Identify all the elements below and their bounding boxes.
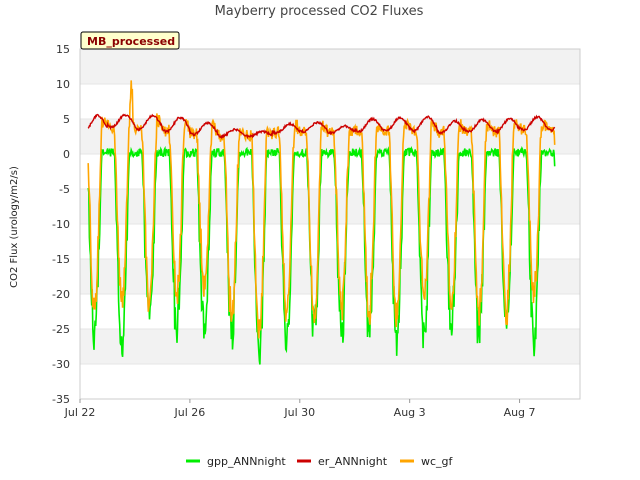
x-tick-label: Aug 7 [504,406,536,419]
y-tick-label: 10 [56,78,70,91]
grid-band [80,119,580,154]
y-axis-ticks: 15 10 5 0 -5 -10 -15 -20 -25 -30 -35 [52,43,70,406]
dataset-badge: MB_processed [80,31,180,50]
y-tick-label: -10 [52,218,70,231]
legend-label: er_ANNnight [318,455,388,468]
x-tick-label: Aug 3 [394,406,426,419]
y-tick-label: -30 [52,358,70,371]
y-tick-label: -35 [52,393,70,406]
legend: gpp_ANNnight er_ANNnight wc_gf [186,455,454,468]
y-tick-label: -20 [52,288,70,301]
x-axis-ticks: Jul 22 Jul 26 Jul 30 Aug 3 Aug 7 [64,399,536,419]
y-tick-label: -15 [52,253,70,266]
plot-frame [79,48,581,400]
grid-band [80,259,580,294]
series-line-wc-gf [87,80,556,339]
badge-label: MB_processed [87,35,175,48]
grid-band [80,329,580,364]
x-tick-label: Jul 30 [283,406,315,419]
legend-label: wc_gf [421,455,454,468]
chart-title: Mayberry processed CO2 Fluxes [215,4,424,19]
x-tick-label: Jul 22 [64,406,96,419]
y-tick-label: -25 [52,323,70,336]
series-lines [87,80,556,365]
series-line-gpp-annnight [87,145,556,365]
y-tick-label: -5 [59,183,70,196]
y-axis-label: CO2 Flux (urology/m2/s) [9,166,20,288]
y-tick-label: 0 [63,148,70,161]
plot-border [79,48,581,400]
grid-band [80,49,580,84]
grid-band [80,189,580,224]
y-tick-label: 5 [63,113,70,126]
y-tick-label: 15 [56,43,70,56]
series-line-er-annnight [87,113,556,140]
x-tick-label: Jul 26 [174,406,206,419]
legend-label: gpp_ANNnight [207,455,286,468]
badge-box [80,31,180,50]
